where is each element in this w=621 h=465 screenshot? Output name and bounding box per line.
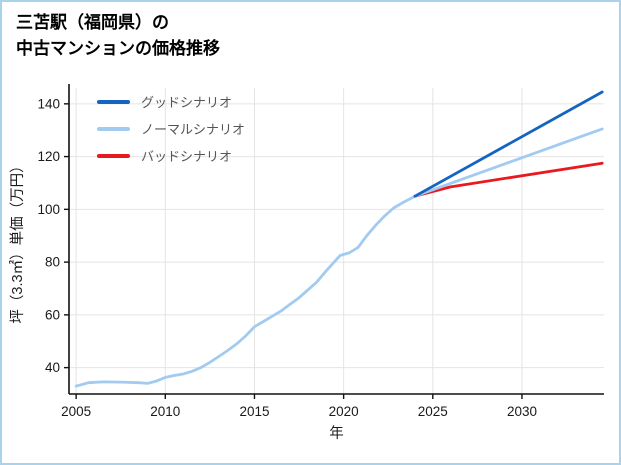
chart-title-line2: 中古マンションの価格推移 [16,38,220,58]
legend-label-good-scenario: グッドシナリオ [141,95,233,110]
x-tick-label: 2025 [418,404,448,419]
y-axis-title: 坪（3.3㎡）単価（万円） [9,158,26,323]
series-line-0 [413,90,604,198]
legend-label-normal-scenario: ノーマルシナリオ [141,122,246,137]
x-tick-label: 2010 [150,404,180,419]
chart-legend: グッドシナリオ ノーマルシナリオ バッドシナリオ [97,88,245,169]
x-tick-label: 2015 [239,404,269,419]
y-tick-label: 100 [37,202,60,217]
y-tick-label: 60 [45,307,60,322]
legend-item-bad-scenario: バッドシナリオ [97,142,245,169]
x-axis-title: 年 [329,425,344,442]
series-line-3 [74,194,417,388]
chart-title-line1: 三苫駅（福岡県）の [16,13,169,32]
series-line-1 [413,127,604,198]
chart-title: 三苫駅（福岡県）の 中古マンションの価格推移 [16,10,220,61]
x-tick-label: 2005 [61,404,91,419]
legend-label-bad-scenario: バッドシナリオ [141,149,233,164]
legend-item-normal-scenario: ノーマルシナリオ [97,115,245,142]
y-tick-label: 120 [37,149,60,164]
legend-swatch-good-scenario [97,99,130,104]
legend-swatch-normal-scenario [97,126,130,131]
x-tick-label: 2020 [329,404,359,419]
legend-item-good-scenario: グッドシナリオ [97,88,245,115]
y-tick-label: 140 [37,96,60,111]
x-tick-label: 2030 [507,404,537,419]
legend-swatch-bad-scenario [97,153,130,158]
y-tick-label: 80 [45,255,60,270]
y-tick-label: 40 [45,360,60,375]
